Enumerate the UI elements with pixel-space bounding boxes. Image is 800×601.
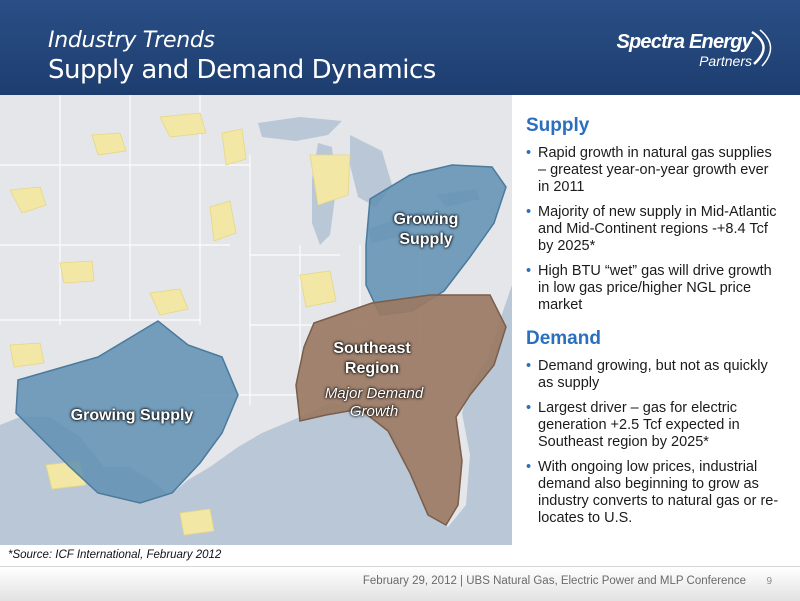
source-note: *Source: ICF International, February 201… [8,549,222,561]
region-map: Growing Supply Southeast Region Major De… [0,95,512,545]
logo-name: Spectra Energy [616,31,752,53]
supply-region-west [15,320,239,504]
demand-bullet-text: With ongoing low prices, industrial dema… [538,459,779,526]
slide-subtitle: Supply and Demand Dynamics [48,55,436,85]
bullet-dot-icon: • [526,459,532,475]
list-item: • Demand growing, but not as quickly as s… [526,358,781,392]
demand-bullets: • Demand growing, but not as quickly as s… [526,358,781,527]
text-column: Supply • Rapid growth in natural gas supp… [526,115,781,535]
bullet-dot-icon: • [526,263,532,279]
label-growing-supply-ne-line2: Supply [399,231,453,248]
bullet-dot-icon: • [526,400,532,416]
demand-heading: Demand [526,328,601,349]
logo-swoosh-icon [751,29,772,67]
demand-bullet-text: Largest driver – gas for electric genera… [538,400,740,450]
label-major-demand-line2: Growth [349,403,399,420]
list-item: • Rapid growth in natural gas supplies – … [526,145,781,196]
demand-region-southeast [295,294,507,527]
supply-bullet-text: Rapid growth in natural gas supplies – g… [538,145,772,195]
footer-text: February 29, 2012 | UBS Natural Gas, Ele… [362,575,746,587]
list-item: • With ongoing low prices, industrial dem… [526,459,781,527]
supply-region-northeast [365,164,507,316]
label-major-demand-growth: Major Demand Growth [314,385,434,421]
list-item: • Majority of new supply in Mid-Atlantic … [526,204,781,255]
supply-bullets: • Rapid growth in natural gas supplies – … [526,145,781,314]
label-growing-supply-northeast: Growing Supply [376,210,476,250]
slide-header: Industry Trends Supply and Demand Dynami… [0,0,800,95]
supply-bullet-text: Majority of new supply in Mid-Atlantic a… [538,204,777,254]
label-southeast-line1: Southeast [333,340,411,357]
demand-bullet-text: Demand growing, but not as quickly as su… [538,358,768,391]
map-graphic [0,95,512,536]
logo-sub: Partners [699,53,752,69]
label-southeast-region: Southeast Region [322,339,422,379]
list-item: • Largest driver – gas for electric gener… [526,400,781,451]
bullet-dot-icon: • [526,204,532,220]
slide-title: Industry Trends [48,28,215,53]
supply-heading: Supply [526,115,590,136]
page-number: 9 [766,576,772,587]
label-growing-supply-ne-line1: Growing [393,211,459,228]
bullet-dot-icon: • [526,145,532,161]
label-growing-supply-west: Growing Supply [70,407,194,424]
slide-footer: February 29, 2012 | UBS Natural Gas, Ele… [0,566,800,601]
label-major-demand-line1: Major Demand [324,385,424,402]
supply-bullet-text: High BTU “wet” gas will drive growth in … [538,263,772,313]
lake-superior [258,117,342,141]
lake-huron [350,135,392,207]
list-item: • High BTU “wet” gas will drive growth in… [526,263,781,314]
bullet-dot-icon: • [526,358,532,374]
company-logo: Spectra Energy Partners [608,28,778,76]
shale-plays [9,112,351,536]
label-southeast-line2: Region [344,360,400,377]
